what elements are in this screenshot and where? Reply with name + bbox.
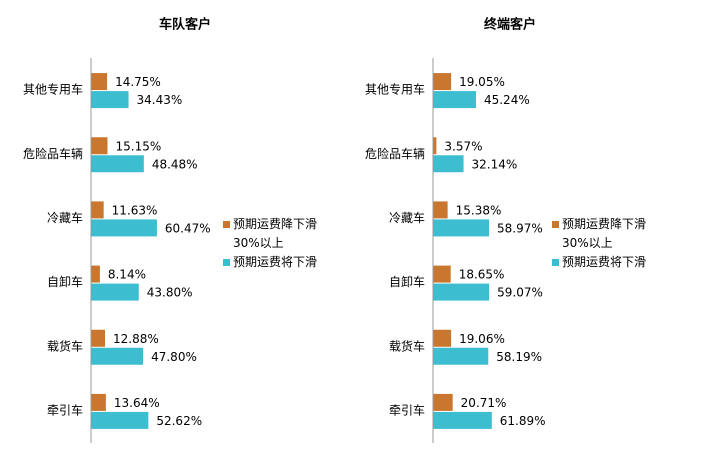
value-label: 13.64% bbox=[114, 396, 160, 410]
value-label: 58.19% bbox=[496, 350, 542, 364]
legend-item: 预期运费降下滑30%以上 bbox=[552, 215, 652, 253]
category-label: 其他专用车 bbox=[23, 82, 83, 97]
value-label: 3.57% bbox=[444, 139, 482, 153]
value-label: 19.06% bbox=[459, 332, 505, 346]
bar bbox=[91, 329, 106, 347]
value-label: 34.43% bbox=[137, 93, 183, 107]
value-label: 20.71% bbox=[461, 396, 507, 410]
bar bbox=[91, 393, 106, 411]
bar bbox=[91, 283, 139, 301]
bar bbox=[91, 347, 144, 365]
legend-item: 预期运费降下滑30%以上 bbox=[223, 215, 323, 253]
category-label: 危险品车辆 bbox=[365, 146, 425, 161]
legend-swatch bbox=[223, 259, 230, 266]
bar bbox=[433, 283, 490, 301]
category-label: 冷藏车 bbox=[47, 210, 83, 225]
category-label: 载货车 bbox=[47, 338, 83, 353]
value-label: 19.05% bbox=[459, 75, 505, 89]
bar bbox=[433, 201, 448, 219]
chart-title: 终端客户 bbox=[484, 17, 536, 33]
bar bbox=[433, 265, 451, 283]
bar bbox=[91, 201, 104, 219]
category-label: 自卸车 bbox=[389, 274, 425, 289]
legend-item: 预期运费将下滑 bbox=[223, 253, 323, 272]
value-label: 15.38% bbox=[456, 203, 502, 217]
category-label: 载货车 bbox=[389, 338, 425, 353]
legend-swatch bbox=[552, 221, 559, 228]
value-label: 15.15% bbox=[116, 139, 162, 153]
category-label: 危险品车辆 bbox=[23, 146, 83, 161]
bar bbox=[91, 155, 144, 173]
category-label: 自卸车 bbox=[47, 274, 83, 289]
bar bbox=[433, 91, 476, 109]
value-label: 52.62% bbox=[156, 414, 202, 428]
bar bbox=[433, 137, 437, 155]
bar bbox=[433, 155, 464, 173]
legend-label: 预期运费将下滑 bbox=[562, 255, 647, 269]
category-label: 牵引车 bbox=[389, 402, 425, 417]
bar bbox=[433, 347, 489, 365]
chart-title: 车队客户 bbox=[159, 17, 211, 33]
category-label: 牵引车 bbox=[47, 402, 83, 417]
value-label: 58.97% bbox=[497, 221, 543, 235]
value-label: 12.88% bbox=[113, 332, 159, 346]
legend: 预期运费降下滑30%以上预期运费将下滑 bbox=[552, 215, 652, 272]
value-label: 60.47% bbox=[165, 221, 211, 235]
bar bbox=[91, 265, 100, 283]
value-label: 14.75% bbox=[115, 75, 161, 89]
bar bbox=[91, 411, 149, 429]
bar bbox=[433, 393, 453, 411]
bar bbox=[433, 329, 452, 347]
legend-swatch bbox=[552, 259, 559, 266]
value-label: 47.80% bbox=[151, 350, 197, 364]
value-label: 18.65% bbox=[459, 268, 505, 282]
bar bbox=[433, 73, 452, 91]
bar bbox=[91, 219, 157, 237]
value-label: 8.14% bbox=[108, 268, 146, 282]
category-label: 冷藏车 bbox=[389, 210, 425, 225]
legend-label: 预期运费降下滑30%以上 bbox=[233, 217, 318, 250]
value-label: 11.63% bbox=[112, 203, 158, 217]
category-label: 其他专用车 bbox=[365, 82, 425, 97]
value-label: 59.07% bbox=[497, 286, 543, 300]
value-label: 61.89% bbox=[500, 414, 546, 428]
value-label: 32.14% bbox=[472, 157, 518, 171]
bar bbox=[433, 219, 490, 237]
legend-label: 预期运费将下滑 bbox=[233, 255, 318, 269]
bar bbox=[91, 91, 129, 109]
legend-label: 预期运费降下滑30%以上 bbox=[562, 217, 647, 250]
bar bbox=[91, 73, 108, 91]
legend-swatch bbox=[223, 221, 230, 228]
value-label: 43.80% bbox=[147, 286, 193, 300]
value-label: 48.48% bbox=[152, 157, 198, 171]
legend: 预期运费降下滑30%以上预期运费将下滑 bbox=[223, 215, 323, 272]
legend-item: 预期运费将下滑 bbox=[552, 253, 652, 272]
bar bbox=[91, 137, 108, 155]
bar bbox=[433, 411, 492, 429]
value-label: 45.24% bbox=[484, 93, 530, 107]
